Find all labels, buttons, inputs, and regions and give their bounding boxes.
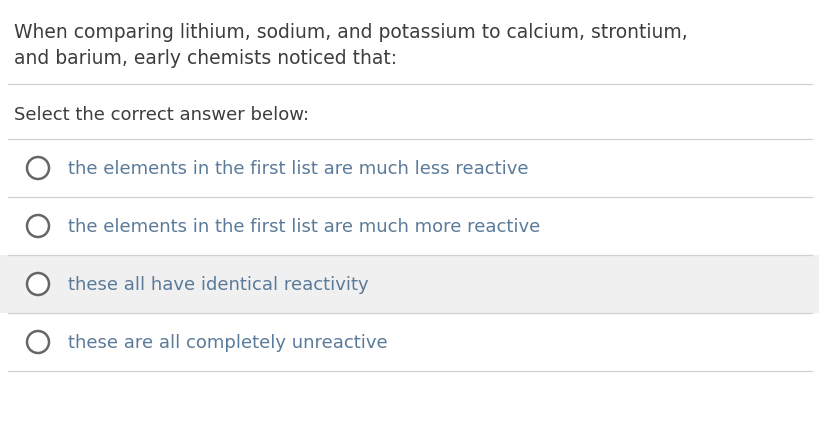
Text: these are all completely unreactive: these are all completely unreactive: [68, 333, 387, 351]
Text: the elements in the first list are much less reactive: the elements in the first list are much …: [68, 160, 528, 178]
Text: Select the correct answer below:: Select the correct answer below:: [14, 106, 309, 124]
Ellipse shape: [27, 216, 49, 237]
Text: and barium, early chemists noticed that:: and barium, early chemists noticed that:: [14, 49, 396, 67]
Ellipse shape: [27, 273, 49, 295]
Bar: [0, 256, 819, 313]
Text: these all have identical reactivity: these all have identical reactivity: [68, 275, 369, 294]
Ellipse shape: [27, 331, 49, 353]
Text: the elements in the first list are much more reactive: the elements in the first list are much …: [68, 218, 540, 236]
Ellipse shape: [27, 158, 49, 180]
Text: When comparing lithium, sodium, and potassium to calcium, strontium,: When comparing lithium, sodium, and pota…: [14, 23, 687, 41]
